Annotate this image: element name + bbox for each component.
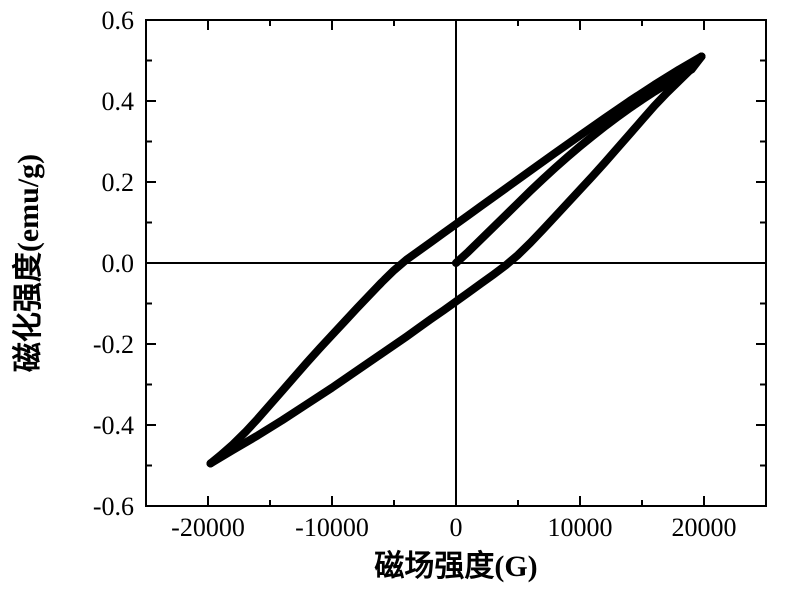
y-tick-label: 0.0 <box>102 249 135 278</box>
x-tick-label: 10000 <box>548 513 613 542</box>
x-axis-label: 磁场强度(G) <box>374 549 537 583</box>
x-tick-label: -20000 <box>171 513 245 542</box>
hysteresis-chart: -20000 -10000 0 10000 20000 -0.6 -0.4 -0.2 0.0 0.… <box>0 0 800 611</box>
y-tick-label: -0.2 <box>93 330 134 359</box>
x-tick-label: -10000 <box>295 513 369 542</box>
x-tick-label: 20000 <box>672 513 737 542</box>
y-tick-label: -0.4 <box>93 411 134 440</box>
chart-svg: -20000 -10000 0 10000 20000 -0.6 -0.4 -0.2 0.0 0.… <box>0 0 800 611</box>
y-tick-label: -0.6 <box>93 492 134 521</box>
y-axis-label: 磁化强度(emu/g) <box>11 154 45 372</box>
y-tick-label: 0.2 <box>102 168 135 197</box>
y-tick-label: 0.6 <box>102 6 135 35</box>
y-tick-label: 0.4 <box>102 87 135 116</box>
x-tick-label: 0 <box>450 513 463 542</box>
